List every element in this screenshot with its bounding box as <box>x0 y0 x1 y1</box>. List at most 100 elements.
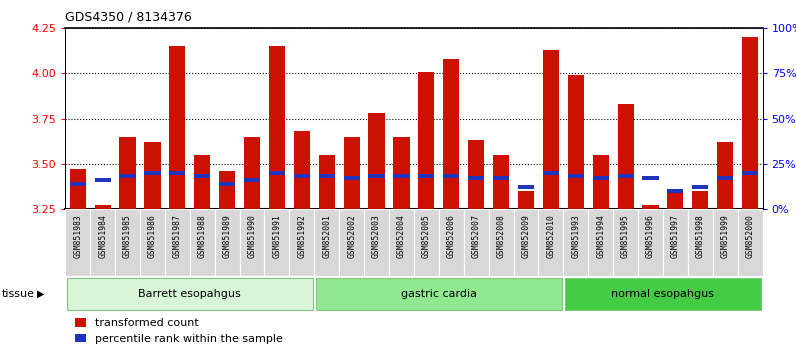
Bar <box>638 209 663 276</box>
Bar <box>115 209 140 276</box>
Bar <box>518 185 534 189</box>
Bar <box>244 178 260 182</box>
Text: GSM852003: GSM852003 <box>372 214 381 258</box>
Text: GSM851984: GSM851984 <box>98 214 107 258</box>
Bar <box>369 113 384 209</box>
Text: GSM852008: GSM852008 <box>497 214 505 258</box>
Bar <box>69 182 86 185</box>
Bar <box>294 175 310 178</box>
Bar <box>493 155 509 209</box>
Bar <box>468 140 484 209</box>
Bar <box>738 209 763 276</box>
Bar <box>443 59 459 209</box>
Text: GSM852006: GSM852006 <box>447 214 456 258</box>
Bar <box>318 175 335 178</box>
Bar <box>393 137 410 209</box>
Bar <box>170 46 185 209</box>
Text: GDS4350 / 8134376: GDS4350 / 8134376 <box>65 11 192 24</box>
Bar <box>294 131 310 209</box>
Bar <box>564 209 588 276</box>
Bar <box>693 185 708 189</box>
Bar <box>339 209 364 276</box>
Bar <box>189 209 215 276</box>
Bar <box>688 209 712 276</box>
Bar <box>219 171 236 209</box>
Bar <box>538 209 564 276</box>
Bar <box>712 209 738 276</box>
Text: GSM851989: GSM851989 <box>223 214 232 258</box>
Text: GSM852005: GSM852005 <box>422 214 431 258</box>
Bar <box>613 209 638 276</box>
Bar <box>144 171 161 175</box>
Text: GSM852004: GSM852004 <box>397 214 406 258</box>
Text: GSM852001: GSM852001 <box>322 214 331 258</box>
Bar <box>564 278 761 310</box>
Bar <box>443 175 459 178</box>
Bar <box>165 209 189 276</box>
Bar <box>119 175 135 178</box>
Bar <box>65 209 90 276</box>
Bar <box>144 142 161 209</box>
Text: GSM851985: GSM851985 <box>123 214 132 258</box>
Bar <box>592 176 609 180</box>
Bar <box>194 155 210 209</box>
Bar <box>642 205 658 209</box>
Bar <box>618 175 634 178</box>
Text: GSM851992: GSM851992 <box>298 214 306 258</box>
Bar <box>418 72 435 209</box>
Text: ▶: ▶ <box>37 289 45 299</box>
Bar <box>618 104 634 209</box>
Bar <box>369 175 384 178</box>
Bar <box>439 209 464 276</box>
Bar <box>364 209 389 276</box>
Bar <box>67 278 313 310</box>
Legend: transformed count, percentile rank within the sample: transformed count, percentile rank withi… <box>71 314 287 348</box>
Text: GSM851987: GSM851987 <box>173 214 181 258</box>
Bar <box>693 191 708 209</box>
Bar <box>489 209 513 276</box>
Bar <box>315 278 562 310</box>
Bar <box>240 209 264 276</box>
Bar <box>588 209 613 276</box>
Bar <box>95 205 111 209</box>
Text: GSM851991: GSM851991 <box>272 214 282 258</box>
Bar <box>290 209 314 276</box>
Bar <box>667 191 684 209</box>
Bar <box>592 155 609 209</box>
Bar <box>219 182 236 185</box>
Bar <box>717 176 733 180</box>
Text: GSM852002: GSM852002 <box>347 214 356 258</box>
Bar <box>389 209 414 276</box>
Bar <box>493 176 509 180</box>
Bar <box>742 171 759 175</box>
Text: GSM851995: GSM851995 <box>621 214 630 258</box>
Text: GSM852007: GSM852007 <box>472 214 481 258</box>
Text: GSM851998: GSM851998 <box>696 214 704 258</box>
Bar <box>344 176 360 180</box>
Bar <box>663 209 688 276</box>
Bar <box>90 209 115 276</box>
Text: GSM851986: GSM851986 <box>148 214 157 258</box>
Bar <box>642 176 658 180</box>
Bar <box>119 137 135 209</box>
Bar <box>264 209 290 276</box>
Bar <box>418 175 435 178</box>
Text: GSM851996: GSM851996 <box>646 214 655 258</box>
Text: Barrett esopahgus: Barrett esopahgus <box>139 289 241 299</box>
Text: tissue: tissue <box>2 289 34 299</box>
Bar <box>244 137 260 209</box>
Bar <box>568 175 584 178</box>
Bar <box>194 175 210 178</box>
Bar <box>269 46 285 209</box>
Bar <box>468 176 484 180</box>
Bar <box>568 75 584 209</box>
Bar <box>513 209 538 276</box>
Bar <box>543 171 559 175</box>
Bar <box>95 178 111 182</box>
Bar <box>464 209 489 276</box>
Text: GSM851983: GSM851983 <box>73 214 82 258</box>
Bar <box>667 189 684 193</box>
Text: GSM852010: GSM852010 <box>546 214 556 258</box>
Bar <box>543 50 559 209</box>
Text: GSM851988: GSM851988 <box>197 214 207 258</box>
